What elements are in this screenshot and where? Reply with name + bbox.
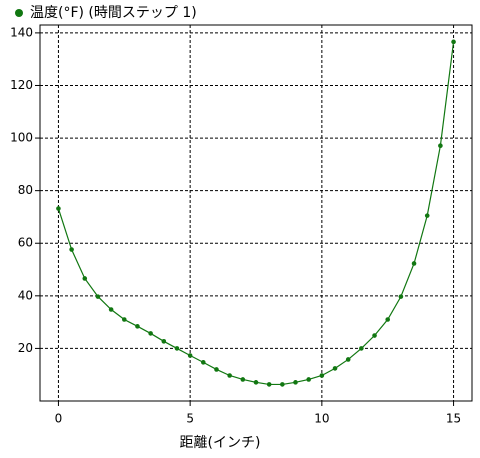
- data-point: [424, 213, 430, 218]
- data-point: [69, 247, 74, 252]
- data-point: [293, 380, 298, 385]
- data-point: [438, 143, 443, 148]
- data-point: [214, 367, 219, 372]
- y-tick-label: 100: [10, 131, 33, 145]
- data-point: [108, 307, 114, 312]
- data-point: [135, 324, 140, 329]
- data-point: [227, 373, 232, 378]
- data-point: [253, 380, 259, 385]
- legend-marker: [15, 9, 23, 17]
- y-tick-label: 40: [18, 288, 33, 302]
- plot-frame: [39, 24, 473, 402]
- y-tick-label: 120: [10, 78, 33, 92]
- data-point: [174, 346, 180, 351]
- data-point: [451, 39, 456, 45]
- data-point: [280, 382, 285, 387]
- data-point: [359, 346, 364, 351]
- y-tick-label: 60: [18, 236, 33, 250]
- data-point: [187, 353, 193, 358]
- data-point: [148, 331, 153, 336]
- data-point: [306, 377, 311, 382]
- data-point: [95, 294, 101, 299]
- x-tick-label: 15: [446, 412, 461, 426]
- data-point: [385, 317, 391, 322]
- data-point: [121, 317, 127, 322]
- data-point: [319, 373, 325, 378]
- data-point: [398, 294, 404, 299]
- data-point: [161, 339, 167, 344]
- series-line: [57, 41, 455, 386]
- data-point: [82, 276, 88, 281]
- data-point: [345, 357, 351, 362]
- data-point: [332, 366, 338, 371]
- y-tick-label: 140: [10, 25, 33, 39]
- y-tick-label: 80: [18, 183, 33, 197]
- data-point: [240, 377, 246, 382]
- data-point: [201, 360, 206, 365]
- legend-label: 温度(°F) (時間ステップ 1): [30, 5, 197, 21]
- y-tick-label: 20: [18, 341, 33, 355]
- data-point: [266, 382, 272, 387]
- x-tick-label: 5: [186, 412, 194, 426]
- x-axis-label: 距離(インチ): [180, 434, 261, 451]
- data-point: [372, 333, 377, 338]
- x-tick-label: 10: [314, 412, 329, 426]
- data-point: [56, 206, 61, 211]
- data-point: [411, 261, 417, 266]
- x-tick-label: 0: [55, 412, 63, 426]
